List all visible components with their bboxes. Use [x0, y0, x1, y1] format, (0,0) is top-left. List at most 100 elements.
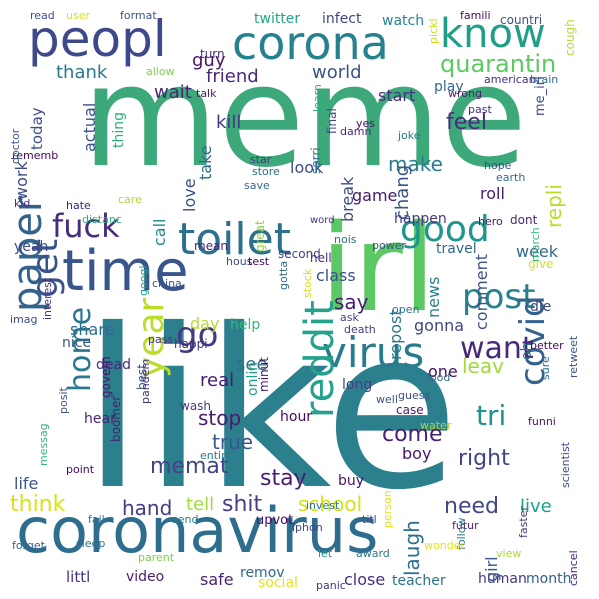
word-good: good [400, 209, 490, 250]
word-stock: stock [301, 268, 314, 298]
word-laugh: laugh [400, 520, 424, 576]
word-food: food [426, 371, 451, 384]
word-view: view [496, 547, 522, 560]
word-think: think [10, 492, 66, 517]
word-countri: countri [500, 13, 543, 27]
word-yeah: yeah [14, 239, 49, 255]
word-take: take [196, 145, 215, 180]
word-water: water [420, 419, 452, 432]
word-peopl: peopl [28, 10, 167, 68]
word-boy: boy [402, 444, 432, 463]
word-kid: kid [14, 197, 31, 210]
word-hope: hope [484, 159, 512, 172]
word-watch: watch [382, 13, 425, 29]
word-girl: girl [482, 556, 501, 582]
word-teacher: teacher [392, 573, 446, 589]
word-travel: travel [436, 241, 477, 257]
word-hear: hear [84, 411, 116, 427]
word-like: like [82, 282, 460, 538]
word-shit: shit [222, 492, 263, 517]
word-distanc: distanc [82, 213, 122, 226]
word-imag: imag [10, 313, 38, 326]
word-start: start [378, 86, 416, 105]
word-faster: faster [517, 506, 530, 538]
word-remov: remov [240, 565, 285, 581]
word-quarantin: quarantin [440, 50, 557, 78]
word-long: long [342, 377, 373, 393]
word-twitter: twitter [254, 11, 301, 27]
word-second: second [278, 247, 321, 261]
word-leav: leav [462, 354, 504, 378]
word-past: past [468, 103, 492, 116]
word-true: true [212, 430, 254, 454]
word-brain: brain [530, 73, 559, 86]
word-save: save [244, 179, 270, 192]
word-googl: googl [137, 265, 150, 296]
word-say: say [334, 290, 369, 314]
word-give: give [528, 257, 554, 271]
word-life: life [14, 474, 39, 493]
word-school: school [298, 492, 363, 516]
word-store: store [252, 165, 280, 178]
word-wonder: wonder [424, 539, 465, 552]
word-yes: yes [356, 117, 376, 130]
word-final: final [325, 108, 339, 134]
word-see: see [236, 354, 268, 375]
word-learn: learn [311, 84, 324, 112]
word-american: american [484, 73, 536, 86]
word-word: word [310, 215, 335, 226]
word-love: love [180, 178, 199, 212]
word-wait: wait [154, 82, 192, 103]
word-repli: repli [542, 184, 566, 228]
word-hero: hero [478, 215, 503, 228]
word-social: social [258, 575, 298, 591]
word-tell: tell [186, 494, 215, 515]
word-ask: ask [340, 311, 359, 324]
word-infect: infect [322, 11, 362, 27]
word-dont: dont [510, 213, 538, 227]
word-need: need [444, 494, 499, 519]
word-format: format [120, 9, 157, 22]
word-share: share [70, 320, 115, 339]
word-work: work [12, 161, 31, 200]
word-case: case [396, 403, 424, 417]
word-govern: govern [99, 356, 113, 398]
word-sleep: sleep [76, 537, 106, 550]
word-me_irl: me_irl [533, 76, 548, 116]
word-hous: hous [226, 255, 253, 268]
word-sure: sure [539, 356, 552, 380]
word-human: human [478, 571, 527, 587]
word-meme: meme [82, 36, 528, 199]
word-tri: tri [476, 399, 507, 432]
word-week: week [516, 242, 559, 261]
word-talk: talk [196, 87, 217, 100]
word-today: today [28, 107, 46, 150]
word-open: open [392, 303, 420, 316]
word-wash: wash [180, 399, 212, 413]
word-iphon: iphon [292, 521, 323, 534]
word-memat: memat [150, 454, 229, 479]
word-invest: invest [306, 499, 340, 512]
word-great: great [253, 220, 267, 252]
word-person: person [381, 490, 394, 528]
word-turn: turn [200, 47, 225, 61]
word-post: post [462, 277, 536, 317]
word-wrong: wrong [448, 87, 482, 100]
word-death: death [344, 323, 376, 336]
word-game: game [352, 186, 398, 205]
word-nice: nice [62, 335, 92, 351]
word-cancel: cancel [567, 550, 580, 586]
word-user: user [66, 9, 90, 22]
word-march: march [529, 227, 542, 262]
word-safe: safe [200, 570, 234, 589]
word-play: play [434, 79, 464, 95]
word-care: care [118, 193, 142, 206]
word-thing: thing [111, 111, 127, 148]
word-sorri: sorri [309, 147, 323, 174]
word-guy: guy [192, 50, 226, 71]
word-kill: kill [216, 112, 242, 133]
word-star: star [250, 153, 272, 166]
word-boomer: boomer [109, 395, 123, 442]
word-point: point [66, 463, 95, 476]
word-better: better [530, 339, 564, 352]
